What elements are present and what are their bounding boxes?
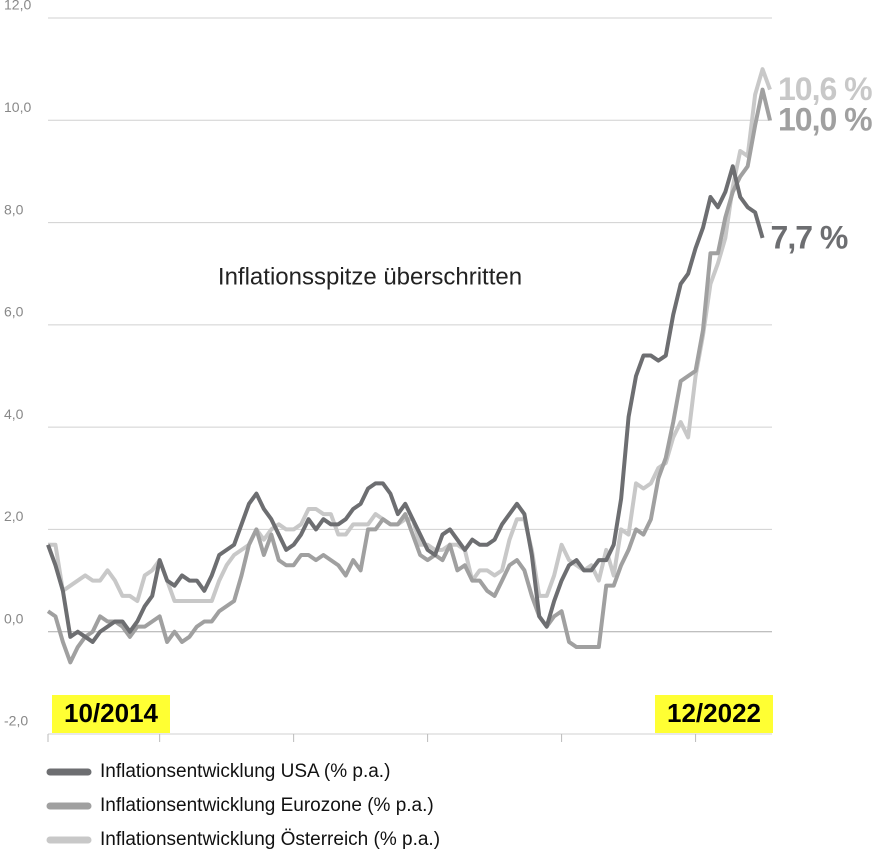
value-label: 10,6 % bbox=[778, 71, 872, 107]
legend-label: Inflationsentwicklung USA (% p.a.) bbox=[100, 761, 390, 782]
value-label: 10,0 % bbox=[778, 102, 872, 138]
category-label-box bbox=[52, 695, 170, 733]
plot: -2,0 0,0 2,0 4,0 6,0 8,0 10,0 12,0 10/2014 12/202… bbox=[4, 0, 873, 850]
legend-label: Inflationsentwicklung Österreich (% p.a.… bbox=[100, 829, 440, 850]
value-label: 7,7 % bbox=[771, 219, 848, 255]
y-tick-label: -2,0 bbox=[4, 713, 28, 729]
series-line bbox=[46, 164, 765, 644]
category-label-box bbox=[655, 695, 773, 733]
legend-label: Inflationsentwicklung Eurozone (% p.a.) bbox=[100, 795, 434, 816]
category-label: 10/2014 bbox=[64, 698, 159, 728]
y-tick-label: 0,0 bbox=[4, 610, 24, 626]
y-tick-label: 8,0 bbox=[4, 201, 24, 217]
series-line bbox=[46, 87, 772, 665]
y-tick-label: 6,0 bbox=[4, 304, 24, 320]
category-label: 12/2022 bbox=[667, 698, 761, 728]
y-tick-label: 2,0 bbox=[4, 508, 24, 524]
y-tick-label: 12,0 bbox=[4, 0, 31, 13]
y-tick-label: 4,0 bbox=[4, 406, 24, 422]
annotation: Inflationsspitze überschritten bbox=[218, 263, 522, 290]
y-tick-label: 10,0 bbox=[4, 99, 31, 115]
